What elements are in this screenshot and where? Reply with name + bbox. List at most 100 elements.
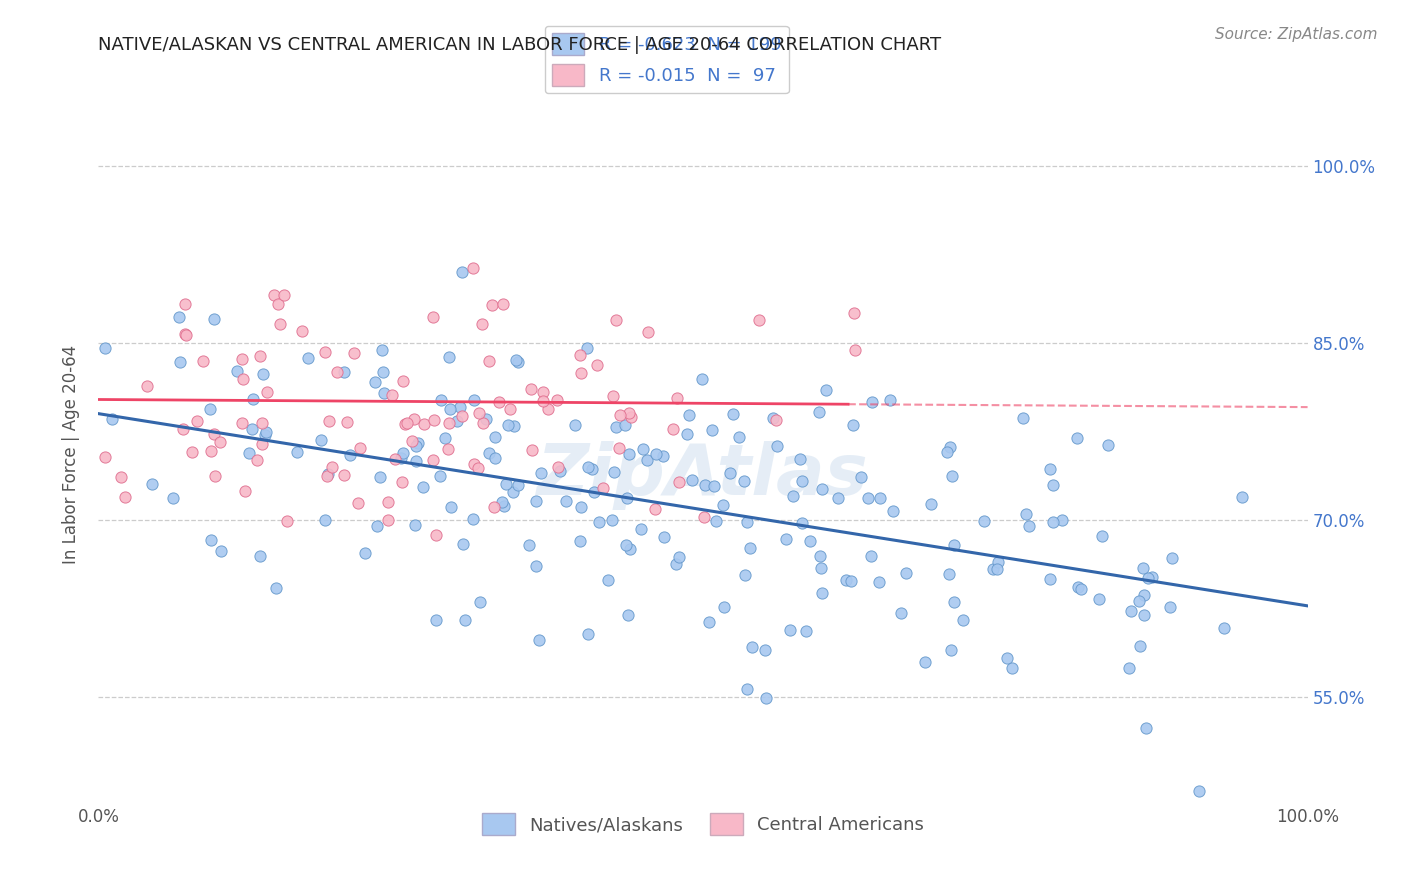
Point bbox=[495, 477, 517, 491]
Point bbox=[404, 517, 426, 532]
Point bbox=[316, 467, 339, 482]
Point bbox=[1001, 661, 1024, 675]
Point bbox=[246, 453, 269, 467]
Point bbox=[794, 624, 817, 638]
Point bbox=[859, 549, 882, 563]
Point bbox=[665, 557, 688, 571]
Point bbox=[93, 450, 115, 465]
Point bbox=[939, 643, 962, 657]
Point bbox=[617, 406, 640, 420]
Point bbox=[733, 475, 755, 489]
Point bbox=[943, 538, 966, 552]
Point bbox=[697, 615, 720, 630]
Point bbox=[254, 425, 277, 439]
Point bbox=[100, 411, 122, 425]
Point bbox=[472, 416, 495, 430]
Point bbox=[920, 497, 942, 511]
Point bbox=[494, 500, 516, 514]
Point bbox=[181, 445, 204, 459]
Point bbox=[371, 365, 394, 379]
Point bbox=[527, 633, 550, 648]
Point bbox=[839, 574, 862, 588]
Point bbox=[231, 417, 253, 431]
Point bbox=[564, 417, 586, 432]
Point bbox=[703, 479, 725, 493]
Point bbox=[437, 442, 460, 457]
Point bbox=[440, 500, 463, 515]
Point bbox=[173, 297, 195, 311]
Point bbox=[429, 468, 451, 483]
Point bbox=[371, 343, 394, 357]
Point bbox=[249, 349, 271, 363]
Point bbox=[548, 464, 571, 478]
Y-axis label: In Labor Force | Age 20-64: In Labor Force | Age 20-64 bbox=[62, 345, 80, 565]
Point bbox=[1039, 462, 1062, 476]
Point bbox=[631, 442, 654, 456]
Point bbox=[349, 441, 371, 455]
Point bbox=[491, 495, 513, 509]
Point bbox=[775, 532, 797, 546]
Point bbox=[169, 355, 191, 369]
Point bbox=[193, 354, 215, 368]
Point bbox=[943, 594, 966, 608]
Point bbox=[422, 453, 444, 467]
Point bbox=[811, 482, 834, 496]
Point bbox=[860, 395, 883, 409]
Point bbox=[842, 417, 865, 432]
Point bbox=[366, 519, 388, 533]
Point bbox=[499, 402, 522, 417]
Point bbox=[935, 445, 957, 459]
Point bbox=[269, 317, 291, 331]
Point bbox=[1161, 551, 1184, 566]
Point bbox=[576, 459, 599, 474]
Point bbox=[1014, 508, 1036, 522]
Point bbox=[381, 388, 404, 402]
Point bbox=[1070, 582, 1092, 596]
Point bbox=[254, 428, 277, 442]
Point bbox=[200, 533, 222, 548]
Point bbox=[630, 522, 652, 536]
Text: NATIVE/ALASKAN VS CENTRAL AMERICAN IN LABOR FORCE | AGE 20-64 CORRELATION CHART: NATIVE/ALASKAN VS CENTRAL AMERICAN IN LA… bbox=[98, 36, 942, 54]
Point bbox=[1128, 594, 1150, 608]
Point bbox=[882, 504, 904, 518]
Point bbox=[406, 435, 429, 450]
Point bbox=[520, 382, 543, 396]
Point bbox=[792, 516, 814, 531]
Point bbox=[609, 408, 631, 422]
Point bbox=[336, 415, 359, 429]
Point bbox=[392, 446, 415, 460]
Point bbox=[252, 437, 274, 451]
Point bbox=[693, 510, 716, 524]
Point bbox=[1121, 604, 1143, 618]
Point bbox=[765, 413, 787, 427]
Point bbox=[162, 491, 184, 506]
Point bbox=[547, 460, 569, 475]
Point bbox=[496, 417, 519, 432]
Point bbox=[478, 354, 501, 368]
Point bbox=[792, 474, 814, 488]
Point bbox=[799, 534, 821, 549]
Point bbox=[484, 430, 506, 444]
Point bbox=[879, 393, 901, 408]
Point bbox=[502, 419, 524, 434]
Point bbox=[718, 466, 741, 480]
Point bbox=[868, 574, 890, 589]
Point bbox=[721, 407, 744, 421]
Point bbox=[354, 546, 377, 560]
Point bbox=[524, 558, 547, 573]
Point bbox=[461, 512, 484, 526]
Point bbox=[546, 392, 568, 407]
Point bbox=[401, 434, 423, 448]
Point bbox=[373, 386, 395, 401]
Point bbox=[810, 560, 832, 574]
Point bbox=[478, 445, 501, 459]
Point bbox=[834, 574, 856, 588]
Point bbox=[789, 451, 811, 466]
Point bbox=[405, 454, 427, 468]
Point bbox=[231, 352, 253, 367]
Point bbox=[569, 366, 592, 380]
Point bbox=[524, 494, 547, 508]
Point bbox=[808, 549, 831, 563]
Point bbox=[285, 444, 308, 458]
Point bbox=[316, 469, 339, 483]
